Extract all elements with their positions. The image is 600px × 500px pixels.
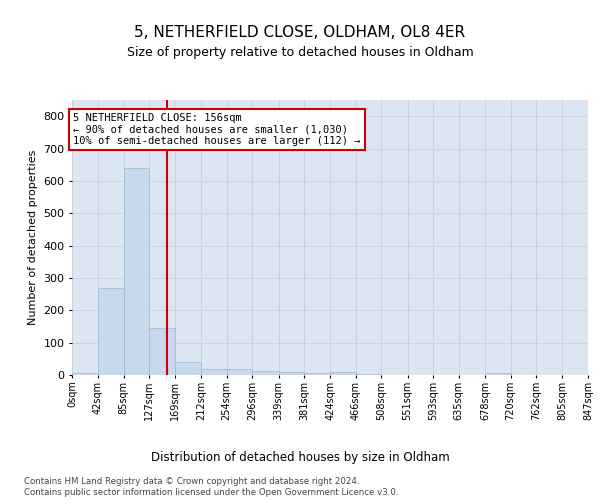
Bar (149, 328, 175, 375)
Y-axis label: Number of detached properties: Number of detached properties (28, 150, 38, 325)
Bar (304, 374, 331, 375)
Text: 5, NETHERFIELD CLOSE, OLDHAM, OL8 4ER: 5, NETHERFIELD CLOSE, OLDHAM, OL8 4ER (134, 25, 466, 40)
Bar (253, 371, 278, 375)
Text: Contains HM Land Registry data © Crown copyright and database right 2024.: Contains HM Land Registry data © Crown c… (24, 476, 359, 486)
Bar (72, 374, 98, 375)
Bar (201, 368, 227, 375)
Bar (124, 168, 149, 375)
Bar (98, 288, 124, 375)
Bar (278, 372, 304, 375)
Bar (227, 369, 253, 375)
Bar (331, 372, 356, 375)
Text: Contains public sector information licensed under the Open Government Licence v3: Contains public sector information licen… (24, 488, 398, 497)
Text: Distribution of detached houses by size in Oldham: Distribution of detached houses by size … (151, 451, 449, 464)
Text: 5 NETHERFIELD CLOSE: 156sqm
← 90% of detached houses are smaller (1,030)
10% of : 5 NETHERFIELD CLOSE: 156sqm ← 90% of det… (73, 113, 361, 146)
Bar (175, 362, 201, 375)
Bar (356, 374, 382, 375)
Text: Size of property relative to detached houses in Oldham: Size of property relative to detached ho… (127, 46, 473, 59)
Bar (485, 374, 511, 375)
